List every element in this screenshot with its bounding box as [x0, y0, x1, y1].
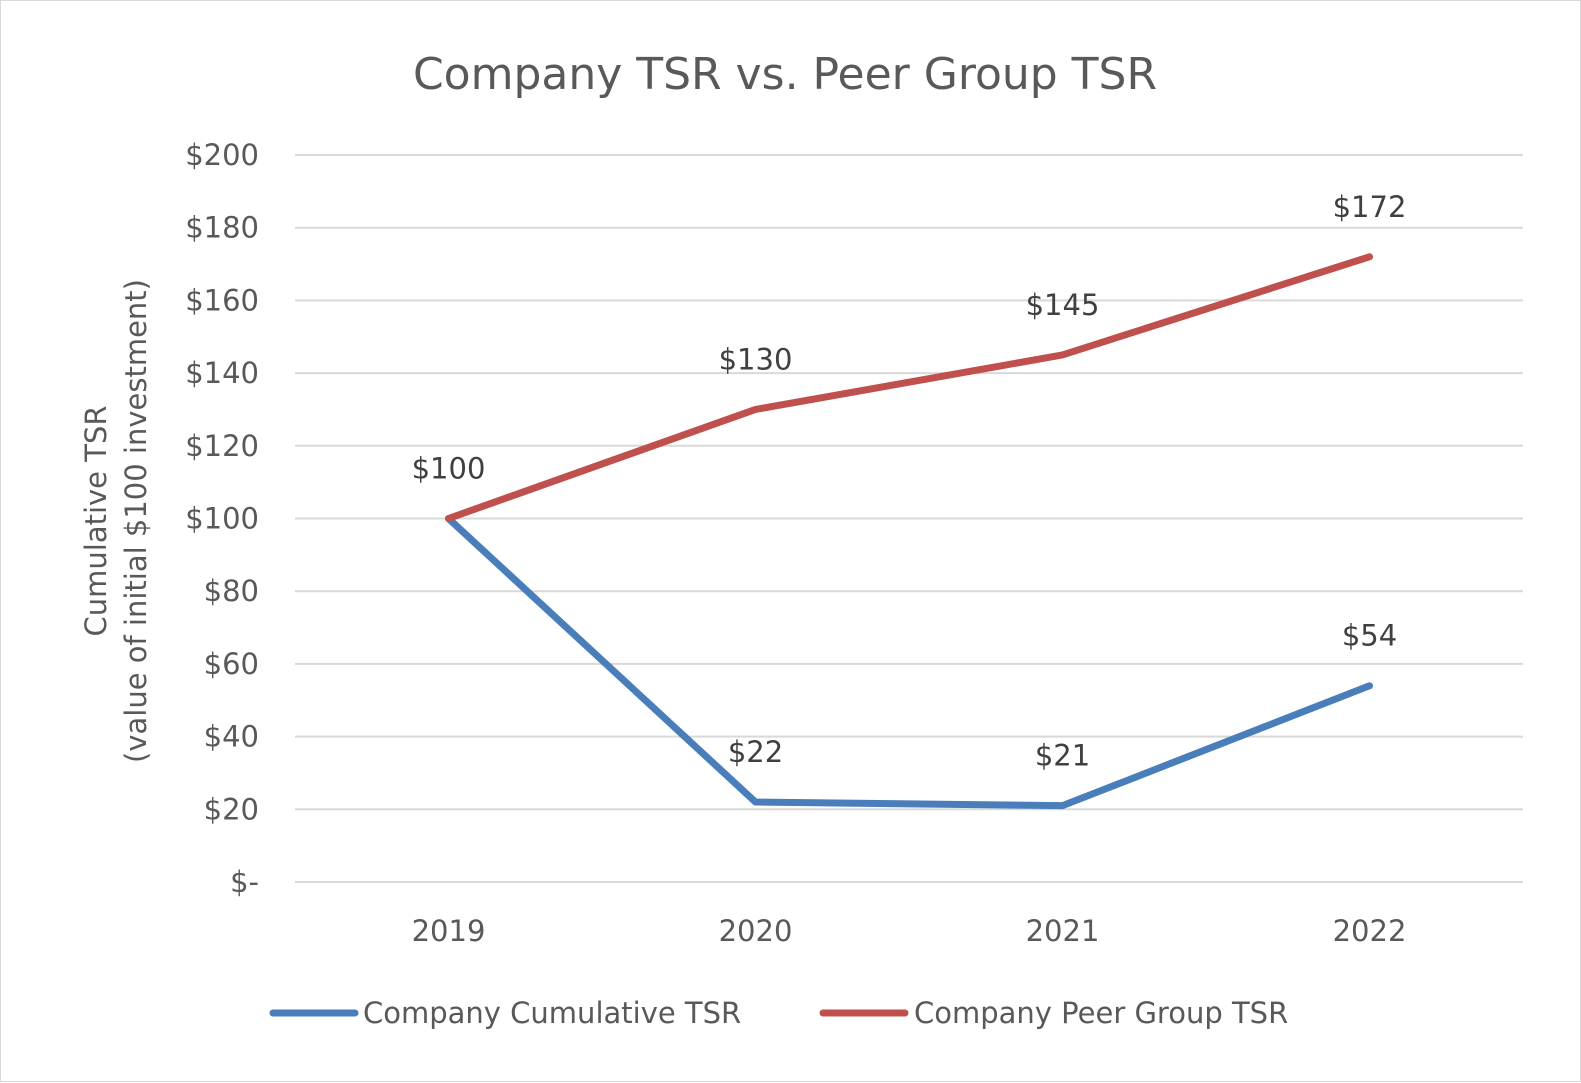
data-label: $172 [1333, 190, 1407, 224]
data-label: $130 [719, 342, 793, 376]
y-tick-label: $120 [185, 429, 259, 463]
x-tick-label: 2020 [719, 914, 793, 948]
chart-title: Company TSR vs. Peer Group TSR [413, 49, 1157, 100]
y-tick-label: $20 [204, 792, 259, 826]
data-label: $54 [1342, 619, 1397, 653]
y-axis-title-line-2: (value of initial $100 investment) [119, 279, 153, 763]
x-tick-label: 2019 [412, 914, 486, 948]
y-tick-label: $180 [185, 211, 259, 245]
y-tick-label: $- [230, 865, 259, 899]
y-axis-title: Cumulative TSR (value of initial $100 in… [79, 279, 153, 763]
x-tick-label: 2021 [1026, 914, 1100, 948]
y-tick-label: $140 [185, 356, 259, 390]
legend-label-company: Company Cumulative TSR [363, 996, 741, 1030]
data-label: $145 [1026, 288, 1100, 322]
data-label: $22 [728, 735, 783, 769]
data-label: $21 [1035, 739, 1090, 773]
y-tick-label: $40 [204, 720, 259, 754]
y-tick-label: $100 [185, 502, 259, 536]
y-tick-label: $80 [204, 574, 259, 608]
legend: Company Cumulative TSR Company Peer Grou… [273, 996, 1288, 1030]
y-axis-title-line-1: Cumulative TSR [79, 405, 113, 636]
data-label: $100 [412, 452, 486, 486]
series-line [449, 519, 1370, 806]
legend-label-peer-group: Company Peer Group TSR [914, 996, 1288, 1030]
series-lines [448, 257, 1369, 806]
y-axis-ticks: $- $20 $40 $60 $80 $100 $120 $140 $160 $180 $200 [185, 138, 259, 899]
y-tick-label: $160 [185, 283, 259, 317]
series-line [449, 257, 1370, 519]
y-tick-label: $200 [185, 138, 259, 172]
x-tick-label: 2022 [1333, 914, 1407, 948]
y-tick-label: $60 [204, 647, 259, 681]
x-axis-ticks: 2019 2020 2021 2022 [412, 914, 1407, 948]
